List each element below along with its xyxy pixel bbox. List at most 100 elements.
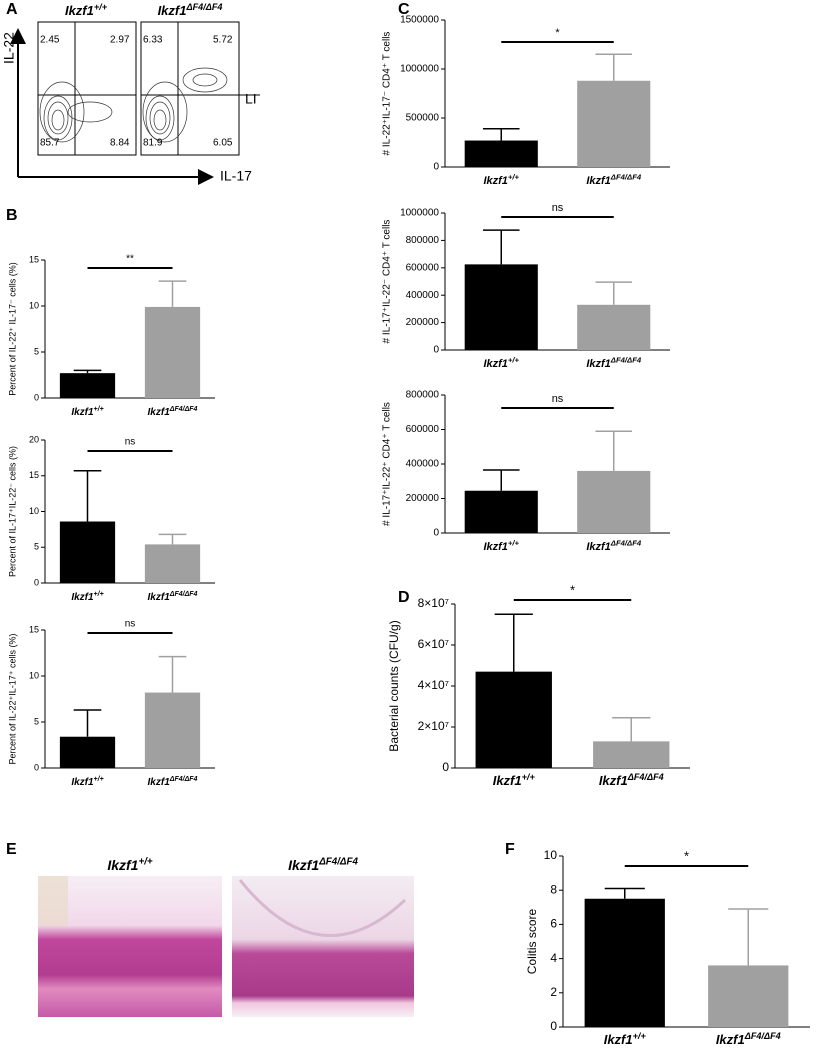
bar xyxy=(144,692,201,768)
y-axis-label: Bacterial counts (CFU/g) xyxy=(387,620,401,751)
y-tick-label: 4×10⁷ xyxy=(418,678,449,692)
quadrant-value: 81.9 xyxy=(143,138,163,149)
y-tick-label: 10 xyxy=(29,300,39,310)
x-tick-label: Ikzf1+/+ xyxy=(71,406,103,418)
bar xyxy=(59,736,116,768)
y-tick-label: 800000 xyxy=(406,390,440,401)
y-tick-label: 1500000 xyxy=(400,15,439,26)
x-tick-label: Ikzf1ΔF4/ΔF4 xyxy=(586,173,642,187)
histology-detail xyxy=(38,876,68,926)
y-axis-label: Percent of IL-17⁺IL-22⁻ cells (%) xyxy=(7,446,17,577)
y-tick-label: 600000 xyxy=(406,262,440,273)
panel-label: D xyxy=(398,589,410,606)
axis-label: IL-22 xyxy=(1,32,17,64)
y-tick-label: 6×10⁷ xyxy=(418,637,449,651)
x-tick-label: Ikzf1+/+ xyxy=(71,591,103,603)
bar xyxy=(577,470,651,533)
significance-label: ns xyxy=(125,619,136,630)
flow-title: Ikzf1ΔF4/ΔF4 xyxy=(158,2,223,18)
y-tick-label: 10 xyxy=(29,506,39,516)
y-tick-label: 0 xyxy=(550,1019,557,1033)
y-tick-label: 600000 xyxy=(406,424,440,435)
y-tick-label: 5 xyxy=(34,542,39,552)
y-tick-label: 6 xyxy=(550,917,557,931)
y-tick-label: 10 xyxy=(544,848,558,862)
bar xyxy=(144,306,201,398)
y-axis-label: Percent of IL-22⁺IL-17⁺ cells (%) xyxy=(7,633,17,764)
bar xyxy=(584,898,665,1027)
y-tick-label: 8 xyxy=(550,882,557,896)
quadrant-value: 5.72 xyxy=(213,35,233,46)
flow-frame xyxy=(37,21,137,156)
y-tick-label: 15 xyxy=(29,624,39,634)
bar xyxy=(464,264,538,350)
bar xyxy=(577,304,651,350)
x-tick-label: Ikzf1ΔF4/ΔF4 xyxy=(586,539,642,553)
y-tick-label: 4 xyxy=(550,951,557,965)
x-tick-label: Ikzf1+/+ xyxy=(483,173,519,187)
quadrant-value: 8.84 xyxy=(110,138,130,149)
histology-panel: Ikzf1+/+ Ikzf1ΔF4/ΔF4 xyxy=(38,856,414,1017)
panel-label: A xyxy=(6,1,18,18)
x-tick-label: Ikzf1+/+ xyxy=(604,1031,647,1047)
bar xyxy=(593,741,670,768)
x-tick-label: Ikzf1ΔF4/ΔF4 xyxy=(716,1031,781,1047)
quadrant-value: 85.7 xyxy=(40,138,60,149)
x-tick-label: Ikzf1ΔF4/ΔF4 xyxy=(586,356,642,370)
bar xyxy=(59,373,116,398)
bar xyxy=(708,965,789,1027)
axis-label: IL-17 xyxy=(220,168,252,184)
y-axis-label: Percent of IL-22⁺ IL-17⁻ cells (%) xyxy=(7,262,17,396)
quadrant-value: 2.97 xyxy=(110,35,130,46)
y-tick-label: 2 xyxy=(550,985,557,999)
y-axis-label: # IL-17⁺IL-22⁺ CD4⁺ T cells xyxy=(382,402,393,526)
panel-label: C xyxy=(398,1,410,18)
y-tick-label: 1000000 xyxy=(400,208,439,219)
y-tick-label: 15 xyxy=(29,470,39,480)
x-tick-label: Ikzf1ΔF4/ΔF4 xyxy=(148,776,198,788)
y-axis-label: Colitis score xyxy=(525,909,539,975)
y-tick-label: 400000 xyxy=(406,290,440,301)
y-tick-label: 0 xyxy=(34,577,39,587)
bar xyxy=(464,490,538,533)
significance-label: ns xyxy=(125,437,136,448)
tissue-label: LI xyxy=(245,91,257,107)
y-axis-label: # IL-17⁺IL-22⁻ CD4⁺ T cells xyxy=(382,220,393,344)
histology-detail xyxy=(238,879,407,937)
quadrant-value: 6.33 xyxy=(143,35,163,46)
flow-title: Ikzf1+/+ xyxy=(65,2,108,18)
bar xyxy=(577,80,651,167)
significance-label: ns xyxy=(552,202,564,214)
y-tick-label: 5 xyxy=(34,346,39,356)
significance-label: ** xyxy=(126,254,134,265)
y-tick-label: 10 xyxy=(29,670,39,680)
y-tick-label: 20 xyxy=(29,434,39,444)
flow-frame xyxy=(140,21,240,156)
y-tick-label: 200000 xyxy=(406,317,440,328)
bar xyxy=(464,140,538,167)
x-tick-label: Ikzf1ΔF4/ΔF4 xyxy=(148,406,198,418)
significance-label: * xyxy=(684,848,689,863)
quadrant-value: 2.45 xyxy=(40,35,60,46)
y-tick-label: 0 xyxy=(34,762,39,772)
histology-title: Ikzf1ΔF4/ΔF4 xyxy=(288,856,358,873)
bar xyxy=(475,671,552,768)
y-tick-label: 400000 xyxy=(406,459,440,470)
x-tick-label: Ikzf1+/+ xyxy=(493,772,536,788)
significance-label: * xyxy=(555,27,560,39)
x-tick-label: Ikzf1+/+ xyxy=(71,776,103,788)
histology-title: Ikzf1+/+ xyxy=(107,856,153,873)
panel-label: F xyxy=(505,841,515,858)
contours xyxy=(39,67,228,143)
y-tick-label: 5 xyxy=(34,716,39,726)
significance-label: * xyxy=(570,582,575,597)
y-tick-label: 800000 xyxy=(406,235,440,246)
flow-panel: Ikzf1+/+ Ikzf1ΔF4/ΔF4 2.45 2.97 85.7 8.8… xyxy=(1,2,260,185)
panel-label: B xyxy=(6,207,18,224)
y-tick-label: 0 xyxy=(433,528,439,539)
y-tick-label: 8×10⁷ xyxy=(418,596,449,610)
y-tick-label: 0 xyxy=(442,760,449,774)
y-axis-label: # IL-22⁺IL-17⁻ CD4⁺ T cells xyxy=(382,32,393,156)
quadrant-value: 6.05 xyxy=(213,138,233,149)
